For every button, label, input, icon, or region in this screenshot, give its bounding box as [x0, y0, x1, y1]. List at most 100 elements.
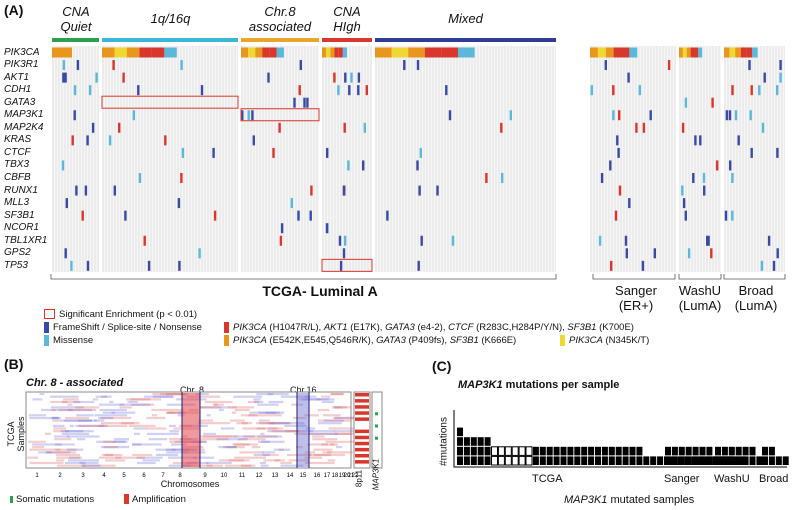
legend-hotspot-red: PIK3CA (H1047R/L), AKT1 (E17K), GATA3 (e…	[224, 322, 634, 334]
mutation-mark-pik3r1	[299, 60, 302, 71]
legend-frameshift-text: FrameShift / Splice-site / Nonsense	[53, 322, 202, 334]
mutation-count-block-tcga	[546, 446, 553, 456]
cnv-segment	[56, 456, 82, 459]
mutation-mark-runx1	[75, 185, 78, 196]
mutation-mark-pik3ca	[458, 47, 475, 58]
cnv-segment	[241, 422, 253, 425]
amplification-mark	[355, 435, 369, 440]
cnv-segment	[333, 406, 342, 409]
cnv-segment	[76, 414, 94, 417]
mutation-mark-ctcf	[212, 147, 215, 158]
mutation-count-block-tcga	[470, 446, 477, 456]
cnv-segment	[336, 446, 343, 449]
mutation-mark-pik3ca	[629, 47, 638, 58]
cnv-segment	[62, 400, 68, 404]
gene-label-sf3b1: SF3B1	[4, 209, 35, 221]
mutation-mark-tbx3	[729, 160, 732, 171]
mutation-mark-map3k1	[73, 110, 76, 121]
mutation-count-block-tcga	[497, 455, 505, 466]
mutation-mark-cdh1	[776, 85, 779, 96]
mutation-mark-pik3ca	[338, 47, 343, 58]
mutation-mark-tp53	[772, 260, 776, 271]
chromosome-tick-label: 5	[122, 473, 126, 479]
mutation-mark-pik3r1	[748, 60, 751, 71]
missense-swatch	[44, 335, 49, 346]
cnv-segment	[200, 406, 222, 409]
legend-enrichment-text: Significant Enrichment (p < 0.01)	[59, 309, 198, 320]
cnv-segment	[169, 438, 192, 441]
cnv-segment	[271, 430, 300, 433]
mutation-mark-gps2	[342, 248, 346, 259]
cohort-label-washu: WashU (LumA)	[678, 283, 722, 313]
cnv-segment	[68, 408, 97, 412]
cnv-segment	[57, 464, 86, 467]
cnv-segment	[330, 443, 338, 446]
mutation-mark-mll3	[290, 198, 293, 209]
cnv-segment	[302, 398, 330, 401]
mutation-mark-pik3ca	[424, 47, 442, 58]
cnv-segment	[169, 430, 180, 433]
cnv-segment	[165, 448, 197, 451]
mutation-count-block-broad	[768, 456, 775, 465]
chromosome-tick-label: 9	[203, 473, 207, 479]
cnv-segment	[228, 406, 237, 409]
mutation-mark-tbl1xr1	[338, 235, 342, 246]
cnv-segment	[51, 416, 59, 420]
mutation-count-block-washu	[715, 446, 721, 456]
mutation-count-block-sanger	[685, 446, 692, 456]
mutation-count-block-tcga	[518, 446, 526, 456]
mutation-mark-tbl1xr1	[598, 235, 602, 246]
mutation-mark-gps2	[687, 248, 691, 259]
mutation-mark-runx1	[703, 185, 706, 196]
cnv-segment	[325, 432, 352, 435]
mutation-mark-akt1	[763, 72, 766, 83]
cnv-segment	[41, 408, 73, 412]
mutation-count-block-tcga	[629, 456, 636, 465]
cnv-segment	[148, 438, 168, 441]
mutation-count-block-sanger	[706, 456, 713, 465]
cnv-segment	[203, 435, 238, 438]
cohort-label-broad: Broad (LumA)	[734, 283, 778, 313]
mutation-mark-cbfb	[692, 173, 695, 183]
mutation-mark-runx1	[618, 185, 622, 196]
cnv-segment	[328, 427, 361, 430]
cnv-segment	[114, 438, 129, 441]
cnv-segment	[327, 459, 336, 462]
cnv-segment	[165, 393, 189, 396]
mutation-mark-gps2	[64, 248, 67, 259]
mutation-mark-cbfb	[485, 173, 488, 183]
cnv-segment	[313, 453, 345, 457]
mutation-mark-map3k1	[247, 110, 250, 121]
enrichment-box-tp53	[321, 258, 373, 272]
cnv-segment	[32, 446, 45, 449]
panel-c-letter: (C)	[432, 358, 452, 374]
enrichment-box-map3k1	[240, 108, 320, 122]
hotspot-yellow-swatch	[560, 335, 565, 346]
mutation-mark-map3k1	[734, 110, 738, 121]
mutation-mark-pik3r1	[76, 60, 80, 71]
mutation-mark-map2k4	[500, 122, 503, 133]
cnv-segment	[27, 456, 39, 459]
cnv-segment	[226, 446, 237, 449]
group-bar-cna-quiet	[52, 38, 99, 42]
panel-b-title: Chr. 8 - associated	[26, 377, 124, 389]
cnv-segment	[144, 395, 174, 398]
gene-label-akt1: AKT1	[4, 71, 30, 83]
cnv-segment	[39, 393, 45, 396]
mutation-mark-kras	[86, 135, 89, 146]
mutation-mark-pik3r1	[403, 60, 406, 71]
cnv-segment	[46, 451, 71, 454]
cnv-segment	[160, 393, 186, 396]
cnv-segment	[262, 451, 275, 454]
frameshift-swatch	[44, 322, 49, 333]
panel-c-xlabel-rest: mutated samples	[607, 494, 695, 506]
chromosome-tick-label: 12	[256, 473, 263, 479]
cnv-segment	[231, 406, 254, 409]
mutation-mark-map3k1	[509, 110, 512, 121]
mutation-mark-mll3	[682, 198, 686, 209]
mutation-mark-kras	[699, 135, 702, 146]
gene-label-ncor1: NCOR1	[4, 222, 40, 234]
cnv-segment	[334, 432, 366, 435]
mutation-mark-pik3ca	[729, 47, 736, 58]
cnv-segment	[151, 414, 158, 417]
